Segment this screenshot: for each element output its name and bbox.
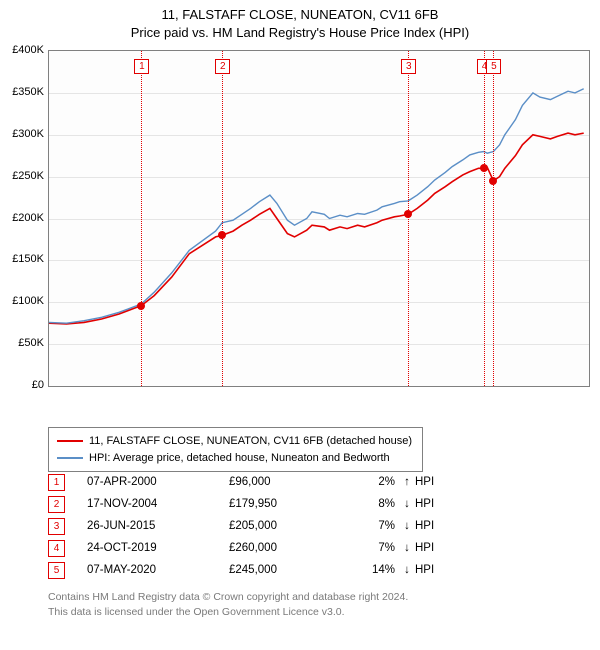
y-tick-label: £150K [0, 253, 44, 265]
arrow-icon: ↓ [399, 564, 415, 576]
legend-label: HPI: Average price, detached house, Nune… [89, 450, 390, 467]
row-diff: 8% [337, 498, 399, 510]
legend: 11, FALSTAFF CLOSE, NUNEATON, CV11 6FB (… [48, 427, 423, 472]
y-tick-label: £250K [0, 170, 44, 182]
row-marker-badge: 4 [48, 540, 65, 557]
row-diff: 7% [337, 520, 399, 532]
arrow-icon: ↓ [399, 542, 415, 554]
sale-marker-dot [218, 231, 226, 239]
chart-plot-area: 12345 [48, 50, 590, 387]
row-price: £179,950 [229, 498, 337, 510]
sale-marker-line [408, 51, 409, 386]
title-line-2: Price paid vs. HM Land Registry's House … [0, 24, 600, 42]
footer-line-2: This data is licensed under the Open Gov… [48, 605, 408, 620]
title-line-1: 11, FALSTAFF CLOSE, NUNEATON, CV11 6FB [0, 6, 600, 24]
row-diff: 2% [337, 476, 399, 488]
legend-item: 11, FALSTAFF CLOSE, NUNEATON, CV11 6FB (… [57, 433, 412, 450]
sale-marker-dot [480, 164, 488, 172]
legend-swatch [57, 440, 83, 442]
sale-marker-badge: 2 [215, 59, 230, 74]
arrow-icon: ↓ [399, 520, 415, 532]
sale-marker-dot [404, 210, 412, 218]
table-row: 1 07-APR-2000£96,0002%↑HPI [48, 471, 455, 493]
row-diff: 14% [337, 564, 399, 576]
y-tick-label: £200K [0, 212, 44, 224]
chart-container: 11, FALSTAFF CLOSE, NUNEATON, CV11 6FB P… [0, 0, 600, 650]
row-marker-badge: 2 [48, 496, 65, 513]
row-date: 26-JUN-2015 [87, 520, 229, 532]
y-tick-label: £350K [0, 86, 44, 98]
row-marker-badge: 5 [48, 562, 65, 579]
row-price: £260,000 [229, 542, 337, 554]
sale-marker-line [493, 51, 494, 386]
sale-marker-line [484, 51, 485, 386]
line-series-svg [49, 51, 589, 386]
row-diff: 7% [337, 542, 399, 554]
sale-marker-dot [137, 302, 145, 310]
y-tick-label: £300K [0, 128, 44, 140]
row-suffix: HPI [415, 564, 455, 576]
row-date: 07-APR-2000 [87, 476, 229, 488]
row-suffix: HPI [415, 476, 455, 488]
sale-marker-badge: 3 [401, 59, 416, 74]
row-suffix: HPI [415, 520, 455, 532]
row-suffix: HPI [415, 542, 455, 554]
y-tick-label: £100K [0, 295, 44, 307]
series-hpi [49, 89, 584, 324]
row-marker-badge: 3 [48, 518, 65, 535]
row-suffix: HPI [415, 498, 455, 510]
sale-marker-line [222, 51, 223, 386]
sale-marker-badge: 5 [486, 59, 501, 74]
legend-swatch [57, 457, 83, 459]
row-marker-badge: 1 [48, 474, 65, 491]
row-date: 17-NOV-2004 [87, 498, 229, 510]
row-date: 07-MAY-2020 [87, 564, 229, 576]
series-property [49, 133, 584, 324]
attribution-footer: Contains HM Land Registry data © Crown c… [48, 590, 408, 619]
legend-item: HPI: Average price, detached house, Nune… [57, 450, 412, 467]
footer-line-1: Contains HM Land Registry data © Crown c… [48, 590, 408, 605]
table-row: 4 24-OCT-2019£260,0007%↓HPI [48, 537, 455, 559]
row-price: £96,000 [229, 476, 337, 488]
table-row: 5 07-MAY-2020£245,00014%↓HPI [48, 559, 455, 581]
arrow-icon: ↑ [399, 476, 415, 488]
sale-marker-badge: 1 [134, 59, 149, 74]
y-tick-label: £50K [0, 337, 44, 349]
arrow-icon: ↓ [399, 498, 415, 510]
sale-marker-dot [489, 177, 497, 185]
table-row: 2 17-NOV-2004£179,9508%↓HPI [48, 493, 455, 515]
row-price: £245,000 [229, 564, 337, 576]
sale-marker-line [141, 51, 142, 386]
y-tick-label: £400K [0, 44, 44, 56]
legend-label: 11, FALSTAFF CLOSE, NUNEATON, CV11 6FB (… [89, 433, 412, 450]
row-date: 24-OCT-2019 [87, 542, 229, 554]
table-row: 3 26-JUN-2015£205,0007%↓HPI [48, 515, 455, 537]
y-tick-label: £0 [0, 379, 44, 391]
row-price: £205,000 [229, 520, 337, 532]
sales-table: 107-APR-2000£96,0002%↑HPI217-NOV-2004£17… [48, 471, 455, 581]
title-block: 11, FALSTAFF CLOSE, NUNEATON, CV11 6FB P… [0, 0, 600, 42]
